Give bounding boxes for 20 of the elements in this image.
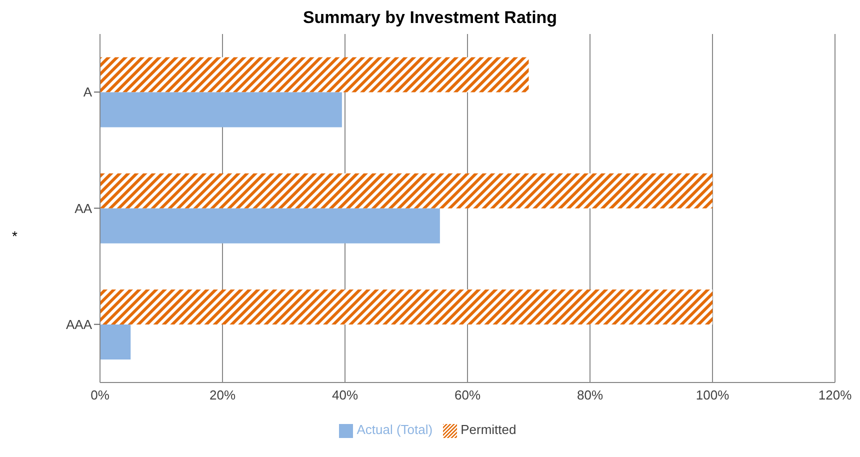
bar (100, 92, 342, 128)
bar (100, 173, 712, 208)
y-tick-label: AAA (66, 316, 92, 332)
x-tick-label: 40% (332, 388, 358, 403)
bar (100, 57, 529, 92)
x-tick-label: 60% (454, 388, 481, 403)
y-axis-title: * (12, 228, 18, 244)
legend-label: Actual (Total) (356, 422, 433, 438)
x-tick-label: 20% (209, 388, 236, 403)
y-tick-label: AA (74, 200, 92, 216)
x-tick-label: 80% (576, 388, 604, 403)
y-tick-label: A (83, 84, 92, 100)
x-tick-label: 0% (90, 388, 110, 403)
bar (100, 324, 131, 360)
x-tick-label: 100% (696, 388, 730, 403)
legend-label: Permitted (460, 422, 516, 438)
bar (100, 208, 440, 244)
x-tick-label: 120% (818, 388, 852, 403)
bar (100, 290, 712, 325)
chart-title: Summary by Investment Rating (302, 8, 558, 28)
